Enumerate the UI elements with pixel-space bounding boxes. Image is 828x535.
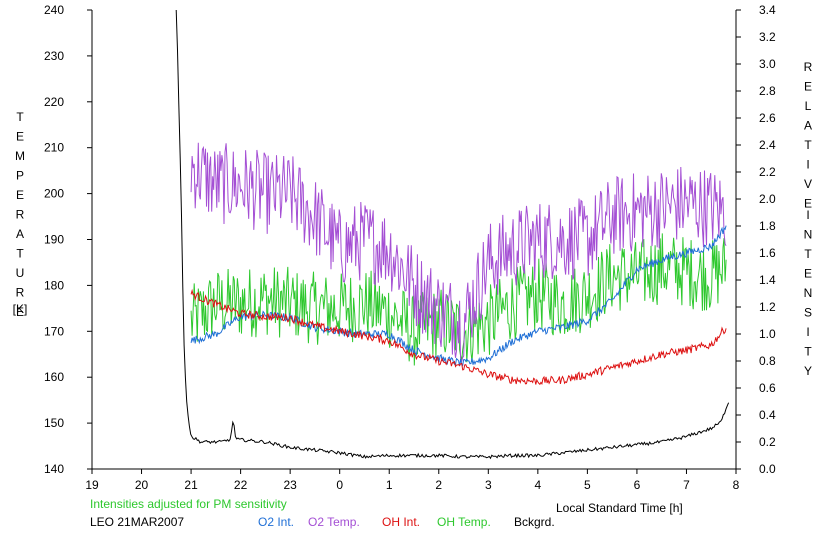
left-tick-label: 160 [44, 370, 64, 384]
right-tick-label: 2.0 [759, 192, 776, 206]
x-tick-label: 22 [234, 478, 248, 492]
right-tick-label: 2.8 [759, 84, 776, 98]
right-label-letter: I [806, 158, 809, 172]
right-tick-label: 1.4 [759, 273, 776, 287]
right-label-letter: E [804, 80, 812, 94]
right-label-letter: E [804, 197, 812, 211]
right-tick-label: 1.8 [759, 219, 776, 233]
right-label-letter: A [804, 119, 812, 133]
x-tick-label: 21 [184, 478, 198, 492]
right-label-letter: N [804, 228, 813, 242]
right-tick-label: 0.2 [759, 435, 776, 449]
left-label-letter: R [16, 208, 25, 222]
right-tick-label: 2.2 [759, 165, 776, 179]
left-tick-label: 210 [44, 141, 64, 155]
right-tick-label: 3.2 [759, 30, 776, 44]
x-tick-label: 4 [535, 478, 542, 492]
left-tick-label: 150 [44, 416, 64, 430]
right-tick-label: 3.4 [759, 3, 776, 17]
left-tick-label: 230 [44, 49, 64, 63]
legend-oh-temp: OH Temp. [437, 515, 491, 529]
x-tick-label: 3 [485, 478, 492, 492]
plot-frame [91, 10, 737, 470]
series-line-o2-temp [190, 142, 727, 363]
right-label-letter: T [804, 247, 812, 261]
right-tick-label: 2.6 [759, 111, 776, 125]
series-line-bckgrd [175, 9, 730, 460]
left-tick-label: 240 [44, 3, 64, 17]
right-label-letter: T [804, 345, 812, 359]
left-tick-label: 140 [44, 462, 64, 476]
left-tick-label: 180 [44, 278, 64, 292]
right-tick-label: 0.8 [759, 354, 776, 368]
right-label-letter: T [804, 138, 812, 152]
right-label-letter: Y [804, 364, 812, 378]
x-axis-label: Local Standard Time [h] [556, 501, 683, 515]
x-tick-label: 19 [85, 478, 99, 492]
x-tick-label: 8 [733, 478, 740, 492]
x-tick-label: 1 [386, 478, 393, 492]
left-label-letter: U [16, 266, 25, 280]
right-tick-label: 1.0 [759, 327, 776, 341]
legend-o2-temp: O2 Temp. [308, 515, 360, 529]
left-label-letter: R [16, 286, 25, 300]
left-label-letter: E [16, 305, 24, 319]
x-tick-label: 7 [683, 478, 690, 492]
station-date-label: LEO 21MAR2007 [90, 515, 184, 529]
x-axis-ticks: 19 20 21 22 23 0 1 2 3 4 5 6 7 8 [85, 469, 740, 492]
left-label-letter: P [16, 169, 24, 183]
left-axis-unit: [K] [13, 302, 28, 316]
legend-o2-int: O2 Int. [258, 515, 294, 529]
series-line-oh-int [190, 288, 727, 386]
right-label-letter: R [804, 60, 813, 74]
x-tick-label: 5 [584, 478, 591, 492]
x-tick-label: 23 [283, 478, 297, 492]
sensitivity-note: Intensities adjusted for PM sensitivity [90, 497, 287, 511]
x-tick-label: 6 [634, 478, 641, 492]
left-label-letter: A [16, 227, 24, 241]
left-axis-ticks: 140 150 160 170 180 190 200 210 220 230 240 [44, 3, 92, 476]
left-label-letter: T [16, 110, 24, 124]
right-tick-label: 2.4 [759, 138, 776, 152]
x-tick-label: 2 [435, 478, 442, 492]
right-tick-label: 1.2 [759, 300, 776, 314]
x-tick-label: 0 [336, 478, 343, 492]
right-tick-label: 0.4 [759, 408, 776, 422]
legend-bckgrd: Bckgrd. [514, 515, 555, 529]
left-tick-label: 170 [44, 324, 64, 338]
right-label-letter: I [806, 208, 809, 222]
left-label-letter: T [16, 247, 24, 261]
left-label-letter: E [16, 130, 24, 144]
right-label-letter: L [805, 99, 812, 113]
right-label-letter: E [804, 267, 812, 281]
legend-oh-int: OH Int. [382, 515, 420, 529]
left-tick-label: 220 [44, 95, 64, 109]
left-tick-label: 190 [44, 233, 64, 247]
right-tick-label: 1.6 [759, 246, 776, 260]
right-label-letter: I [806, 325, 809, 339]
series-lines [175, 9, 730, 460]
x-tick-label: 20 [135, 478, 149, 492]
right-axis-ticks: 0.0 0.2 0.4 0.6 0.8 1.0 1.2 1.4 1.6 1.8 2.0 2.2 2.4 2… [736, 3, 776, 476]
right-label-letter: V [804, 177, 812, 191]
right-tick-label: 3.0 [759, 57, 776, 71]
right-tick-label: 0.6 [759, 381, 776, 395]
right-label-letter: N [804, 286, 813, 300]
right-label-letter: S [804, 306, 812, 320]
left-tick-label: 200 [44, 187, 64, 201]
series-line-oh-temp [190, 233, 727, 366]
right-tick-label: 0.0 [759, 462, 776, 476]
left-label-letter: E [16, 188, 24, 202]
left-label-letter: M [15, 149, 25, 163]
